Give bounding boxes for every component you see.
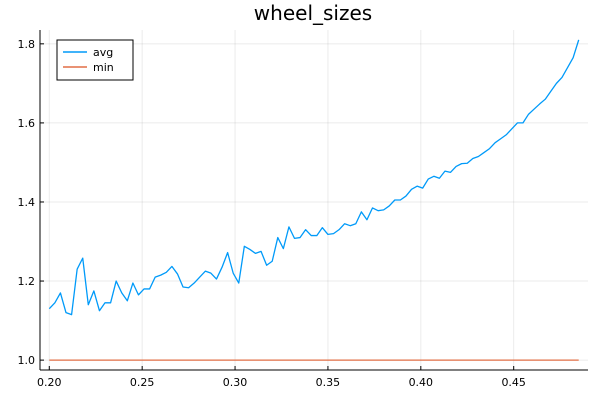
x-tick-label: 0.45	[501, 376, 526, 389]
legend: avg min	[56, 39, 134, 81]
x-tick-label: 0.40	[409, 376, 434, 389]
y-tick-label: 1.6	[18, 117, 36, 130]
grid	[40, 30, 588, 370]
series-line-avg	[48, 39, 580, 316]
legend-label-avg: avg	[93, 46, 113, 59]
y-tick-label: 1.4	[18, 196, 36, 209]
y-tick-label: 1.0	[18, 354, 36, 367]
y-tick-label: 1.2	[18, 275, 36, 288]
x-tick-label: 0.25	[130, 376, 155, 389]
x-tick-label: 0.20	[37, 376, 62, 389]
x-tick-label: 0.35	[316, 376, 341, 389]
series	[48, 39, 580, 361]
legend-box	[56, 39, 134, 81]
axes: 0.20 0.25 0.30 0.35 0.40 0.45 1.0 1.2 1.4 1.6 1.8	[18, 30, 588, 389]
y-tick-label: 1.8	[18, 38, 36, 51]
legend-label-min: min	[93, 61, 114, 74]
chart-title: wheel_sizes	[254, 1, 372, 25]
x-tick-label: 0.30	[223, 376, 248, 389]
